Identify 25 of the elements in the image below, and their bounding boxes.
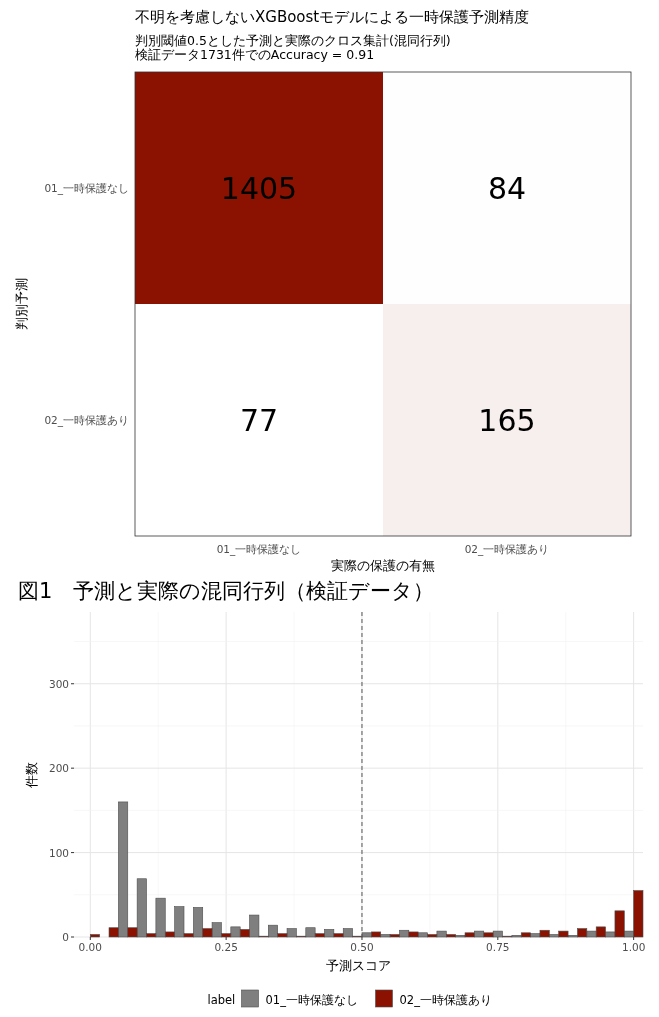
y-tick-label: 100 bbox=[48, 846, 69, 859]
y-tick-label: 0 bbox=[62, 931, 69, 943]
legend-title: label bbox=[207, 993, 236, 1007]
data-label: 84 bbox=[487, 171, 527, 206]
y-tick-label: 300 bbox=[48, 677, 69, 690]
data-label: 77 bbox=[239, 403, 279, 438]
x-tick-label: 1.00 bbox=[621, 941, 646, 953]
data-label: 165 bbox=[478, 403, 536, 438]
y-tick-label: 02_一時保護あり bbox=[44, 414, 129, 427]
x-tick-label: 0.00 bbox=[78, 941, 102, 953]
chart-title: 不明を考慮しないXGBoostモデルによる一時保護予測精度 bbox=[135, 8, 530, 26]
x-tick-label: 0.75 bbox=[486, 941, 510, 953]
x-axis-title: 実際の保護の有無 bbox=[331, 558, 435, 573]
x-axis-title: 予測スコア bbox=[326, 958, 391, 973]
y-tick-label: 200 bbox=[48, 762, 69, 775]
x-tick-label: 0.50 bbox=[350, 941, 374, 953]
caption: 図1 予測と実際の混同行列（検証データ） bbox=[18, 579, 435, 603]
data-label: 1405 bbox=[220, 171, 298, 206]
y-axis-title: 判別予測 bbox=[14, 278, 29, 330]
y-tick-label: 01_一時保護なし bbox=[44, 182, 129, 195]
x-tick-label: 0.25 bbox=[214, 941, 238, 953]
legend-label: 02_一時保護あり bbox=[399, 993, 492, 1007]
y-axis-title: 件数 bbox=[24, 761, 39, 788]
legend-label: 01_一時保護なし bbox=[265, 993, 358, 1007]
chart-subtitle: 判別閾値0.5とした予測と実際のクロス集計(混同行列) 検証データ1731件でのAccuracy = 0.91 bbox=[135, 33, 451, 62]
